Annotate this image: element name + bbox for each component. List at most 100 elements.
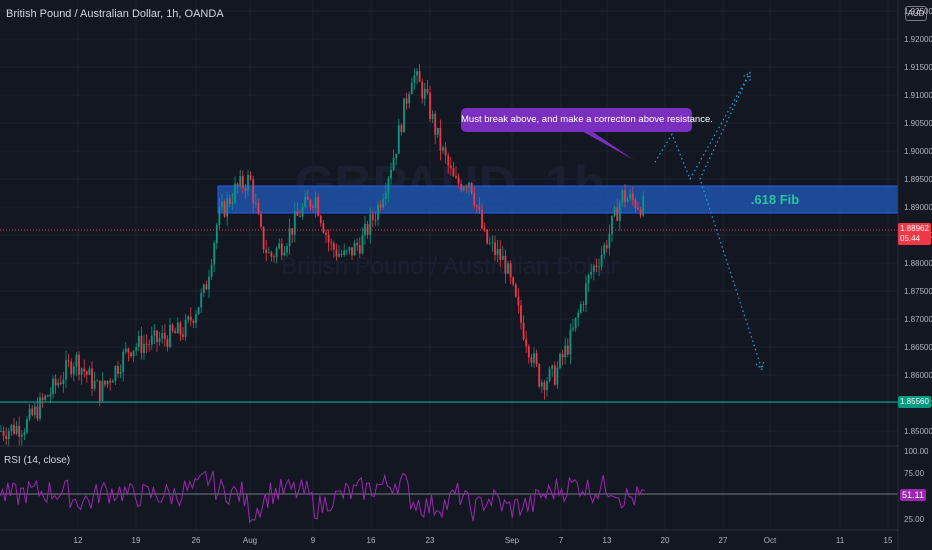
candle-body — [605, 244, 608, 249]
candle-body — [548, 368, 551, 382]
symbol-title[interactable]: British Pound / Australian Dollar, 1h, O… — [6, 8, 224, 20]
candle-body — [387, 178, 390, 193]
price-axis[interactable]: 1.92500 1.92000 1.91500 1.91000 1.90500 1.900… — [904, 7, 932, 436]
candle-body — [262, 226, 265, 250]
candle-body — [486, 229, 489, 244]
candle-body — [551, 365, 554, 369]
candle-body — [299, 215, 301, 217]
candle-body — [241, 175, 244, 189]
candle-body — [530, 357, 533, 363]
candle-body — [361, 235, 364, 254]
time-axis[interactable]: 12 19 26 Aug 9 16 23 Sep 7 13 20 27 Oct 11 15 — [74, 536, 893, 545]
candle-body — [166, 338, 169, 347]
candle-body — [507, 263, 509, 274]
rsi-axis[interactable]: 100.00 75.00 25.00 — [904, 447, 929, 524]
price-axis-label: 1.91500 — [904, 63, 932, 72]
candle-body — [501, 255, 504, 260]
candle-body — [582, 304, 585, 305]
candle-body — [52, 378, 54, 395]
candle-body — [109, 380, 112, 383]
candle-body — [41, 397, 44, 401]
candle-body — [2, 430, 5, 436]
currency-badge[interactable]: AUD — [905, 6, 927, 21]
candle-body — [101, 380, 104, 401]
candle-body — [169, 324, 171, 347]
price-axis-label: 1.90000 — [904, 147, 932, 156]
projection-path[interactable] — [654, 72, 763, 370]
candle-body — [624, 190, 626, 202]
candle-body — [200, 293, 203, 308]
candle-body — [280, 243, 283, 256]
candle-body — [205, 284, 208, 290]
candle-body — [67, 360, 70, 362]
rsi-axis-label: 100.00 — [904, 447, 929, 456]
candle-body — [462, 187, 465, 191]
candle-body — [608, 233, 611, 249]
candle-body — [598, 266, 600, 268]
candle-body — [400, 125, 403, 133]
candle-body — [176, 322, 179, 334]
candle-body — [447, 155, 450, 166]
candle-body — [106, 380, 109, 385]
candle-body — [44, 395, 47, 401]
candle-body — [286, 246, 288, 253]
candle-body — [592, 265, 595, 272]
candle-body — [379, 204, 382, 208]
price-axis-label: 1.89000 — [904, 203, 932, 212]
candle-body — [512, 277, 515, 285]
candle-body — [145, 343, 148, 345]
price-axis-label: 1.91000 — [904, 91, 932, 100]
callout-annotation[interactable]: Must break above, and make a correction … — [461, 108, 713, 132]
candle-body — [356, 242, 359, 246]
price-axis-label: 1.87500 — [904, 287, 932, 296]
candle-body — [590, 271, 593, 275]
candle-body — [192, 320, 195, 324]
candle-body — [252, 179, 255, 204]
candle-body — [156, 330, 158, 342]
time-axis-label: Oct — [764, 536, 777, 545]
time-axis-label: 27 — [719, 536, 728, 545]
candle-body — [491, 242, 494, 244]
candle-body — [223, 201, 226, 217]
candle-body — [7, 431, 10, 440]
candle-body — [13, 424, 15, 434]
candle-body — [23, 432, 26, 435]
candle-body — [70, 361, 73, 375]
candle-body — [117, 366, 119, 374]
candle-body — [104, 380, 106, 385]
rsi-value-tag: 51.11 — [900, 489, 926, 501]
candle-body — [265, 249, 268, 253]
candle-body — [369, 214, 372, 235]
candle-body — [184, 319, 187, 337]
candle-body — [559, 354, 561, 368]
candle-body — [234, 183, 236, 203]
arrowhead — [755, 361, 765, 371]
bar-countdown: 05:44 — [900, 234, 921, 243]
candle-body — [260, 213, 262, 227]
last-price-tag: 1.88962 05:44 — [898, 223, 931, 245]
candle-body — [28, 408, 31, 419]
price-axis-label: 1.90500 — [904, 119, 932, 128]
candle-body — [429, 92, 431, 120]
candle-body — [119, 372, 122, 374]
candle-body — [527, 346, 530, 358]
fib-zone-label: .618 Fib — [750, 192, 800, 207]
time-axis-label: 11 — [836, 536, 845, 545]
candle-body — [182, 334, 184, 337]
rsi-title[interactable]: RSI (14, close) — [4, 455, 71, 466]
candle-body — [418, 71, 421, 82]
candle-body — [514, 284, 517, 297]
candle-body — [587, 274, 590, 284]
candle-body — [611, 215, 613, 234]
candle-body — [564, 345, 567, 358]
price-axis-label: 1.89500 — [904, 175, 932, 184]
candle-body — [540, 382, 543, 387]
candle-body — [18, 425, 21, 437]
candle-body — [338, 253, 340, 257]
candle-body — [410, 82, 413, 95]
fib-resistance-zone[interactable] — [217, 185, 899, 214]
candle-body — [72, 366, 75, 375]
candle-body — [574, 317, 577, 329]
candle-body — [161, 333, 164, 339]
